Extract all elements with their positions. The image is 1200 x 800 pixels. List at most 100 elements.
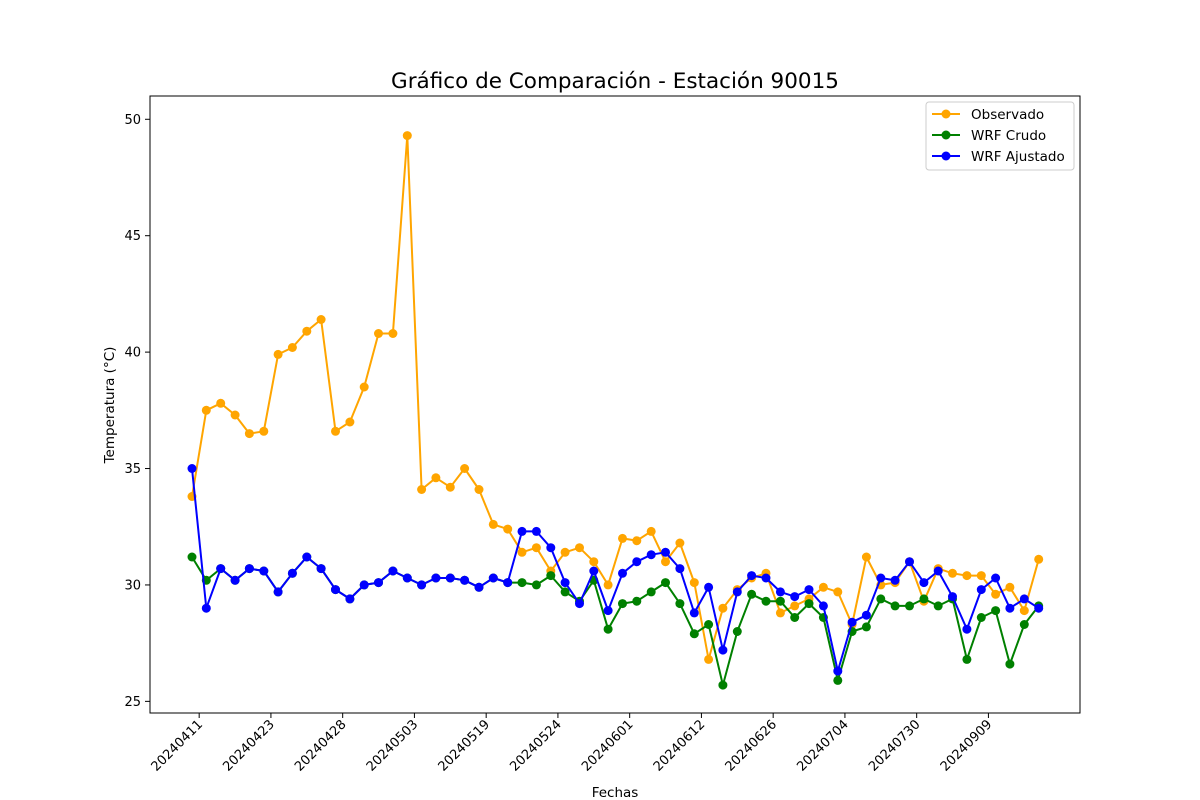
- data-point: [244, 429, 254, 439]
- plot-frame: [149, 95, 1081, 714]
- y-tick-label: 50: [124, 113, 141, 128]
- data-point: [847, 617, 857, 627]
- data-point: [948, 568, 957, 578]
- data-point: [417, 580, 427, 590]
- data-point: [560, 578, 570, 588]
- plot-marks: [187, 131, 1044, 690]
- data-point: [201, 405, 211, 415]
- data-point: [374, 578, 383, 588]
- data-point: [919, 594, 929, 604]
- data-point: [1034, 603, 1044, 613]
- data-point: [861, 552, 871, 562]
- data-point: [359, 382, 369, 392]
- data-point: [287, 568, 297, 578]
- data-point: [962, 624, 972, 634]
- data-point: [804, 599, 814, 609]
- data-point: [503, 524, 513, 534]
- data-point: [675, 538, 685, 548]
- data-point: [790, 613, 800, 622]
- data-point: [230, 575, 240, 585]
- data-point: [560, 547, 570, 557]
- data-point: [761, 573, 771, 583]
- x-tick-label: 20240909: [938, 717, 995, 774]
- data-point: [618, 599, 627, 609]
- data-point: [632, 596, 642, 606]
- data-point: [517, 547, 527, 557]
- data-point: [718, 680, 728, 690]
- y-axis-ticks: 25 30 35 40 45 50: [124, 113, 150, 710]
- data-point: [747, 589, 757, 599]
- data-point: [402, 131, 412, 141]
- data-point: [316, 564, 326, 574]
- data-point: [790, 601, 800, 611]
- data-point: [1005, 659, 1015, 669]
- data-point: [861, 610, 871, 620]
- data-point: [818, 601, 828, 611]
- data-point: [991, 589, 1001, 599]
- x-tick-label: 20240411: [149, 717, 206, 774]
- series-2: [187, 464, 1044, 676]
- data-point: [359, 580, 369, 590]
- data-point: [287, 343, 297, 352]
- data-point: [503, 578, 513, 588]
- data-point: [833, 666, 843, 676]
- x-tick-label: 20240519: [436, 717, 493, 774]
- data-point: [474, 485, 484, 494]
- data-point: [560, 587, 570, 597]
- data-point: [905, 557, 914, 567]
- data-point: [603, 580, 613, 590]
- legend-entry: Observado: [932, 107, 1044, 123]
- data-point: [804, 585, 814, 595]
- data-point: [1005, 582, 1015, 592]
- x-tick-label: 20240524: [507, 717, 564, 774]
- data-point: [833, 587, 843, 597]
- data-point: [316, 315, 326, 324]
- data-point: [575, 543, 584, 553]
- legend-marker: [941, 151, 951, 161]
- data-point: [747, 571, 757, 581]
- data-point: [675, 599, 685, 609]
- data-point: [632, 536, 642, 546]
- data-point: [402, 573, 412, 583]
- data-point: [1019, 594, 1029, 604]
- chart-title: Gráfico de Comparación - Estación 90015: [391, 69, 839, 94]
- data-point: [962, 571, 972, 581]
- data-point: [201, 603, 211, 613]
- data-point: [474, 582, 484, 592]
- data-point: [790, 592, 800, 602]
- data-point: [976, 585, 986, 595]
- series-line: [191, 134, 1040, 661]
- data-point: [273, 349, 283, 359]
- data-point: [431, 573, 441, 583]
- x-tick-label: 20240503: [364, 717, 421, 774]
- data-point: [618, 533, 627, 543]
- data-point: [575, 599, 584, 609]
- data-point: [775, 587, 785, 597]
- data-point: [704, 620, 714, 629]
- data-point: [991, 573, 1001, 583]
- data-point: [374, 329, 383, 338]
- x-axis-ticks: 20240411 20240423 20240428 20240503 20240519…: [149, 713, 995, 775]
- x-tick-label: 20240704: [794, 717, 851, 774]
- data-point: [976, 613, 986, 622]
- data-point: [531, 543, 541, 553]
- data-point: [603, 606, 613, 616]
- data-point: [775, 608, 785, 618]
- legend-marker: [941, 109, 951, 119]
- data-point: [632, 557, 642, 567]
- data-point: [689, 608, 699, 618]
- data-point: [718, 603, 728, 613]
- data-point: [187, 464, 197, 473]
- data-point: [589, 566, 599, 576]
- legend-marker: [941, 130, 951, 140]
- data-point: [732, 627, 742, 636]
- x-tick-label: 20240428: [292, 717, 349, 774]
- data-point: [833, 675, 843, 685]
- data-point: [331, 426, 340, 436]
- data-point: [890, 601, 900, 611]
- y-tick-label: 35: [124, 462, 141, 477]
- data-point: [919, 578, 929, 588]
- data-point: [689, 629, 699, 639]
- data-point: [431, 473, 441, 483]
